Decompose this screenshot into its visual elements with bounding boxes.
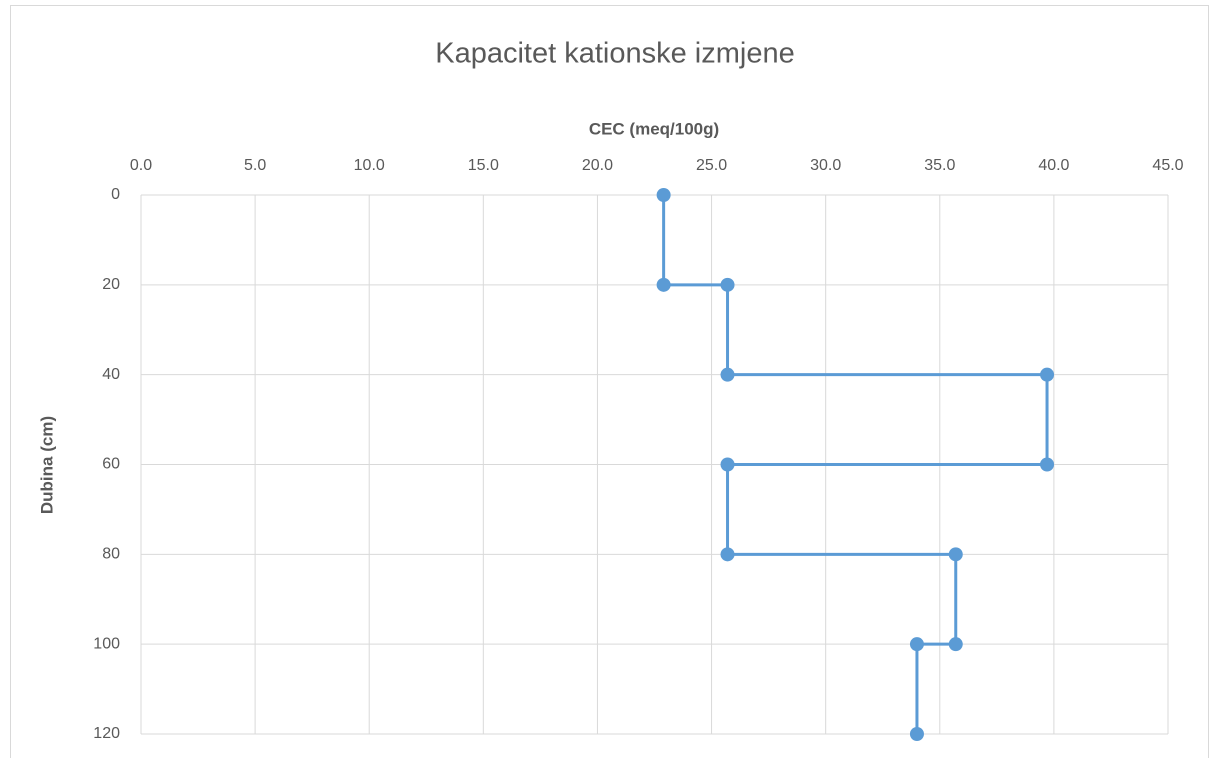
x-tick-label: 35.0	[924, 157, 955, 174]
data-point	[948, 547, 963, 562]
x-tick-label: 45.0	[1152, 157, 1183, 174]
x-tick-label: 40.0	[1038, 157, 1069, 174]
chart-title: Kapacitet kationske izmjene	[435, 38, 794, 70]
data-point	[720, 367, 735, 382]
y-tick-label: 80	[102, 546, 120, 563]
data-point	[1040, 367, 1055, 382]
data-point	[909, 637, 924, 652]
x-tick-label: 5.0	[244, 157, 266, 174]
chart-border	[10, 5, 1209, 758]
x-tick-label: 30.0	[810, 157, 841, 174]
data-point	[1040, 457, 1055, 472]
y-tick-label: 120	[93, 725, 120, 742]
y-tick-label: 60	[102, 456, 120, 473]
data-point	[909, 727, 924, 741]
data-point	[656, 188, 671, 202]
data-point	[656, 277, 671, 292]
x-tick-label: 15.0	[468, 157, 499, 174]
data-point	[948, 637, 963, 652]
y-tick-label: 100	[93, 635, 120, 652]
x-axis-label: CEC (meq/100g)	[589, 119, 719, 138]
x-tick-label: 10.0	[354, 157, 385, 174]
data-point	[720, 547, 735, 562]
x-tick-label: 20.0	[582, 157, 613, 174]
y-tick-label: 40	[102, 366, 120, 383]
data-point	[720, 457, 735, 472]
y-tick-label: 20	[102, 276, 120, 293]
x-tick-label: 25.0	[696, 157, 727, 174]
x-tick-label: 0.0	[130, 157, 152, 174]
y-tick-label: 0	[111, 186, 120, 203]
y-axis-label: Dubina (cm)	[37, 416, 56, 514]
data-point	[720, 277, 735, 292]
